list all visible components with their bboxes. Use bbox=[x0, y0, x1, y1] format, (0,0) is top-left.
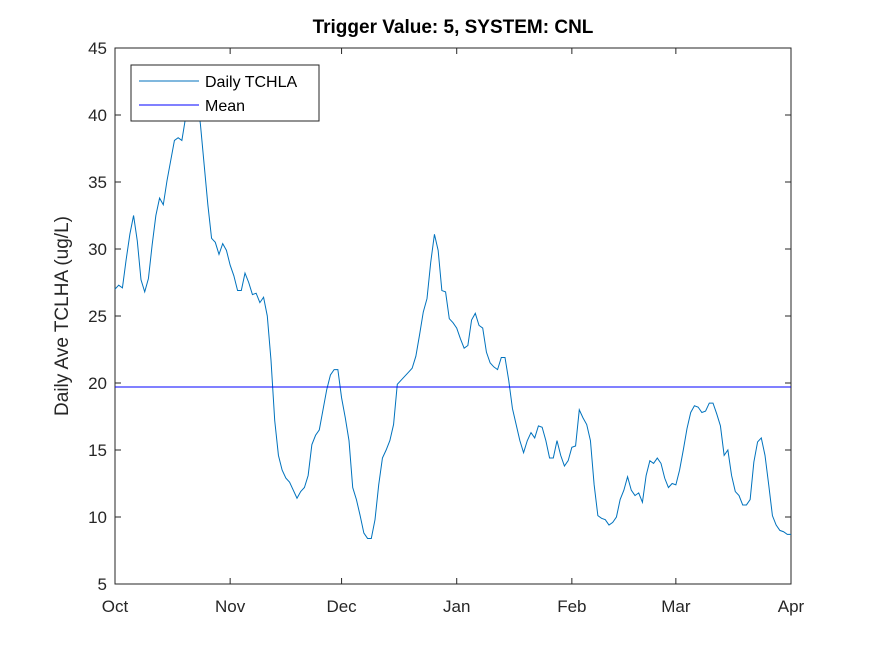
x-tick-label: Apr bbox=[778, 597, 805, 616]
y-tick-label: 40 bbox=[88, 106, 107, 125]
x-tick-label: Feb bbox=[557, 597, 586, 616]
y-tick-label: 10 bbox=[88, 508, 107, 527]
y-tick-label: 45 bbox=[88, 39, 107, 58]
x-tick-label: Nov bbox=[215, 597, 246, 616]
y-tick-label: 25 bbox=[88, 307, 107, 326]
legend-label: Mean bbox=[205, 98, 245, 115]
y-tick-label: 5 bbox=[98, 575, 107, 594]
x-tick-label: Mar bbox=[661, 597, 691, 616]
x-tick-label: Jan bbox=[443, 597, 470, 616]
legend-box bbox=[130, 64, 320, 122]
legend-label: Daily TCHLA bbox=[205, 74, 298, 91]
plot-area bbox=[114, 47, 792, 585]
y-tick-label: 20 bbox=[88, 374, 107, 393]
x-tick-label: Dec bbox=[326, 597, 357, 616]
y-tick-label: 35 bbox=[88, 173, 107, 192]
y-axis-label: Daily Ave TCLHA (ug/L) bbox=[52, 216, 73, 416]
y-tick-label: 30 bbox=[88, 240, 107, 259]
y-tick-label: 15 bbox=[88, 441, 107, 460]
data-line bbox=[114, 94, 791, 539]
x-tick-label: Oct bbox=[102, 597, 129, 616]
chart-title: Trigger Value: 5, SYSTEM: CNL bbox=[313, 17, 594, 38]
